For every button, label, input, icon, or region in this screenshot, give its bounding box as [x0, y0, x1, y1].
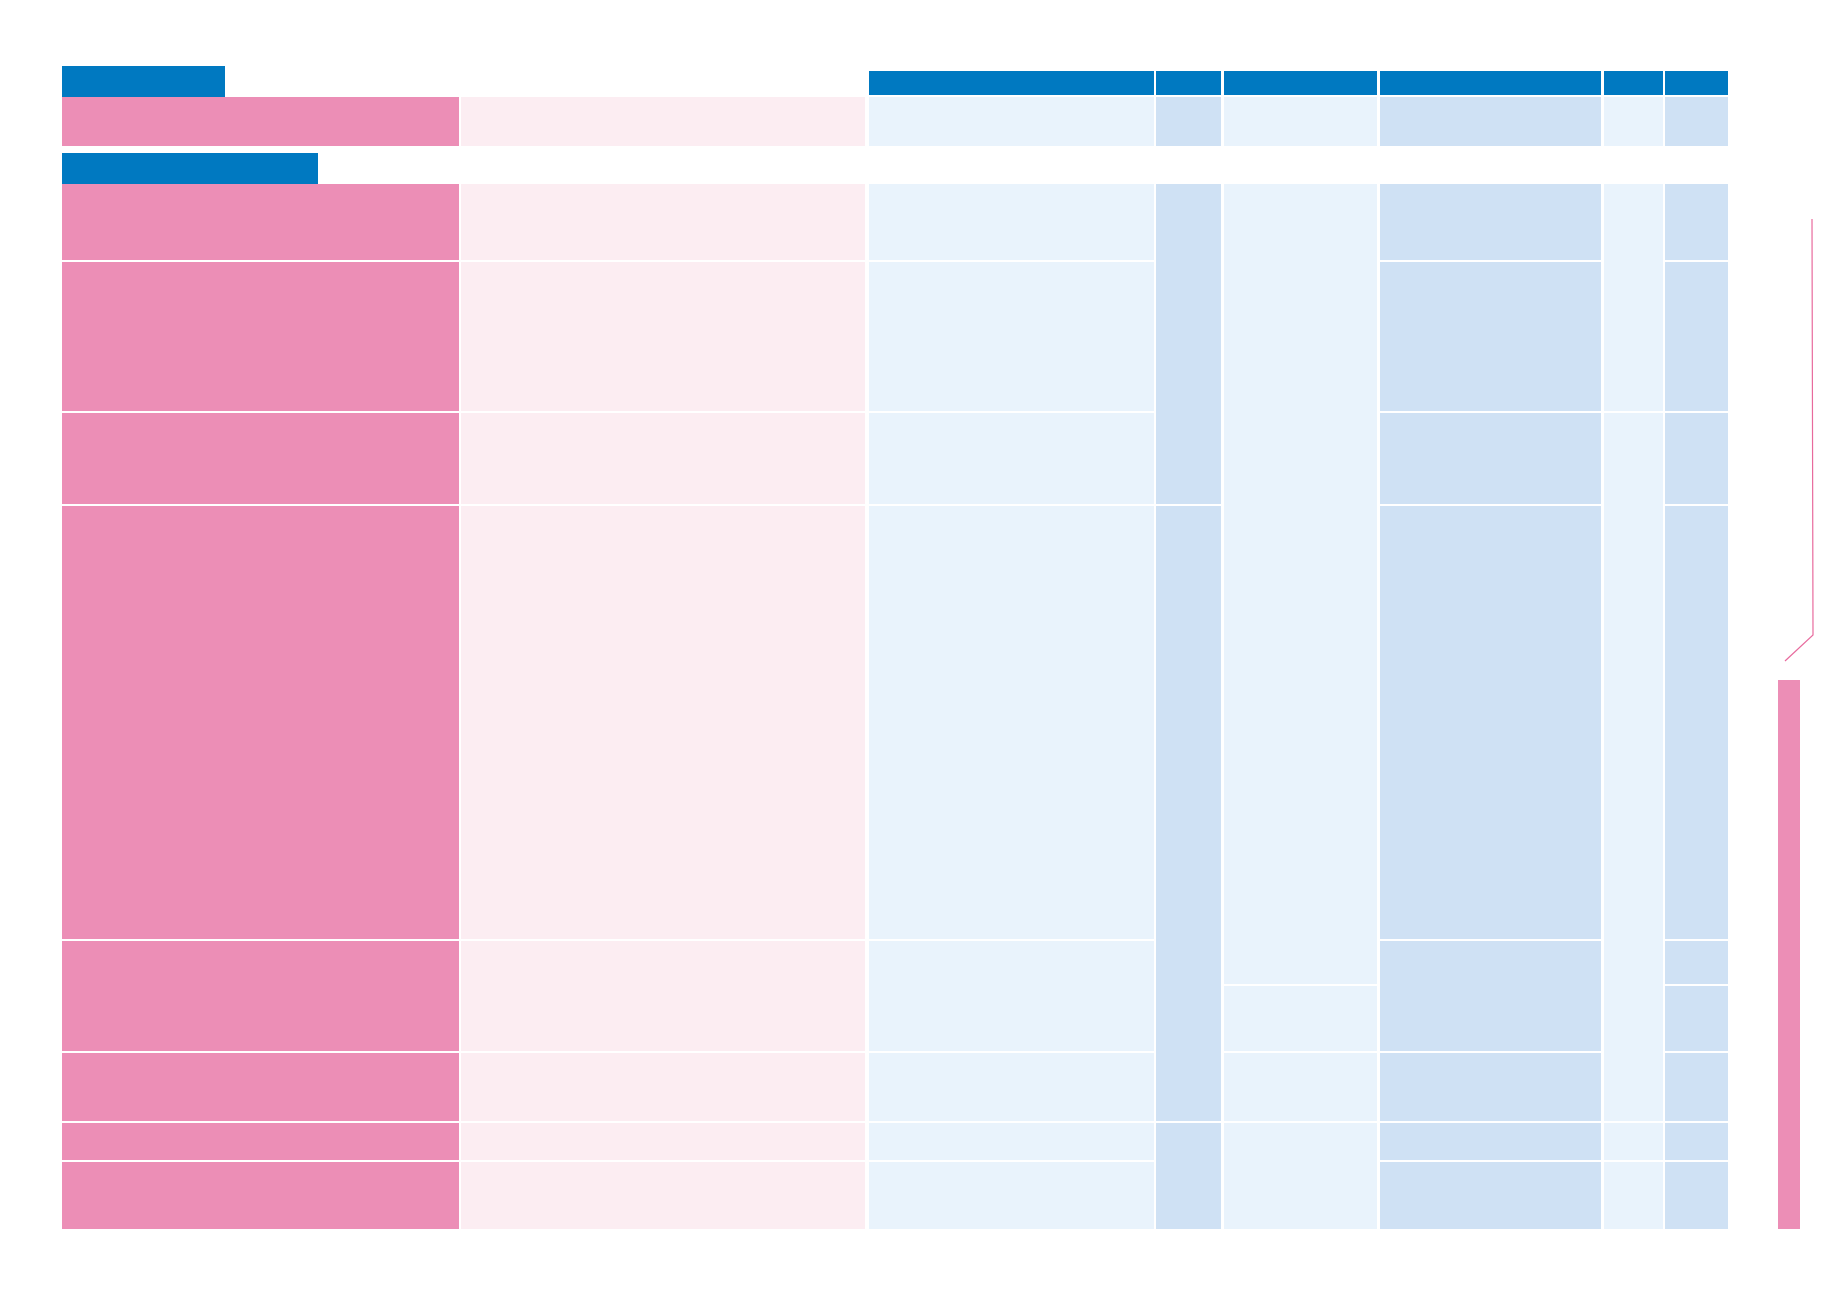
section-2-row-5-label [62, 941, 459, 1051]
section-2-row-1-label [62, 184, 459, 260]
section-1-row-cell-1 [869, 97, 1154, 146]
section-1-row-cell-6 [1665, 97, 1728, 146]
section-2-row-5-cell-1 [869, 941, 1154, 1051]
side-bracket-path [1784, 218, 1814, 662]
column-header-5 [1604, 71, 1663, 95]
section-2-row-4-cell-1 [869, 506, 1154, 939]
section-2-row-5-description [461, 941, 865, 1051]
section-2-row-5-cell-6b [1665, 986, 1728, 1051]
section-2-row-8-cell-6 [1665, 1162, 1728, 1229]
section-2-row-7-cell-6 [1665, 1123, 1728, 1160]
section-2-row-8-cell-1 [869, 1162, 1154, 1229]
section-2-row-7-label [62, 1123, 459, 1160]
section-1-tab [62, 66, 225, 97]
section-2-col-3-merged-a [1224, 184, 1377, 984]
section-2-tab [62, 153, 318, 184]
section-2-row-8-label [62, 1162, 459, 1229]
section-2-row-3-description [461, 413, 865, 504]
section-2-row-4-cell-6 [1665, 506, 1728, 939]
section-2-row-5-cell-6a [1665, 941, 1728, 984]
section-2-row-6-label [62, 1053, 459, 1121]
section-2-col-5-merged-a [1604, 184, 1663, 411]
section-2-row-4-label [62, 506, 459, 939]
section-2-row-3-cell-4 [1380, 413, 1601, 504]
section-2-col-5-merged-c [1604, 1123, 1663, 1160]
column-header-2 [1156, 71, 1221, 95]
section-2-row-7-description [461, 1123, 865, 1160]
section-2-col-2-merged-c [1156, 1123, 1221, 1229]
column-header-1 [869, 71, 1154, 95]
side-vertical-bar [1778, 680, 1800, 1229]
section-2-row-1-cell-6 [1665, 184, 1728, 260]
section-1-row-cell-3 [1224, 97, 1377, 146]
section-2-col-2-merged-b [1156, 506, 1221, 1121]
section-1-row-cell-4 [1380, 97, 1601, 146]
section-2-col-3-merged-c [1224, 1053, 1377, 1121]
section-2-row-6-cell-1 [869, 1053, 1154, 1121]
section-2-row-2-cell-6 [1665, 262, 1728, 411]
section-1-row-cell-5 [1604, 97, 1663, 146]
section-2-row-6-description [461, 1053, 865, 1121]
section-2-row-1-cell-1 [869, 184, 1154, 260]
section-2-row-5-cell-4 [1380, 941, 1601, 1051]
section-2-row-7-cell-1 [869, 1123, 1154, 1160]
section-2-col-3-merged-b [1224, 986, 1377, 1051]
section-2-row-4-cell-4 [1380, 506, 1601, 939]
section-2-row-2-cell-1 [869, 262, 1154, 411]
section-2-row-8-description [461, 1162, 865, 1229]
section-2-col-5-merged-d [1604, 1162, 1663, 1229]
section-2-row-3-label [62, 413, 459, 504]
section-1-row-description [461, 97, 865, 146]
section-2-col-5-merged-b [1604, 413, 1663, 1121]
column-header-4 [1380, 71, 1601, 95]
section-1-row-cell-2 [1156, 97, 1221, 146]
section-2-row-7-cell-4 [1380, 1123, 1601, 1160]
section-1-row-label [62, 97, 459, 146]
section-2-row-3-cell-1 [869, 413, 1154, 504]
section-2-row-1-cell-4 [1380, 184, 1601, 260]
column-header-3 [1224, 71, 1377, 95]
section-2-col-2-merged-a [1156, 184, 1221, 504]
section-2-row-2-cell-4 [1380, 262, 1601, 411]
section-2-row-2-description [461, 262, 865, 411]
section-2-row-6-cell-6 [1665, 1053, 1728, 1121]
section-2-row-2-label [62, 262, 459, 411]
section-2-row-8-cell-4 [1380, 1162, 1601, 1229]
section-2-row-3-cell-6 [1665, 413, 1728, 504]
column-header-6 [1665, 71, 1728, 95]
section-2-row-4-description [461, 506, 865, 939]
section-2-row-6-cell-4 [1380, 1053, 1601, 1121]
section-2-col-3-merged-d [1224, 1123, 1377, 1229]
section-2-row-1-description [461, 184, 865, 260]
